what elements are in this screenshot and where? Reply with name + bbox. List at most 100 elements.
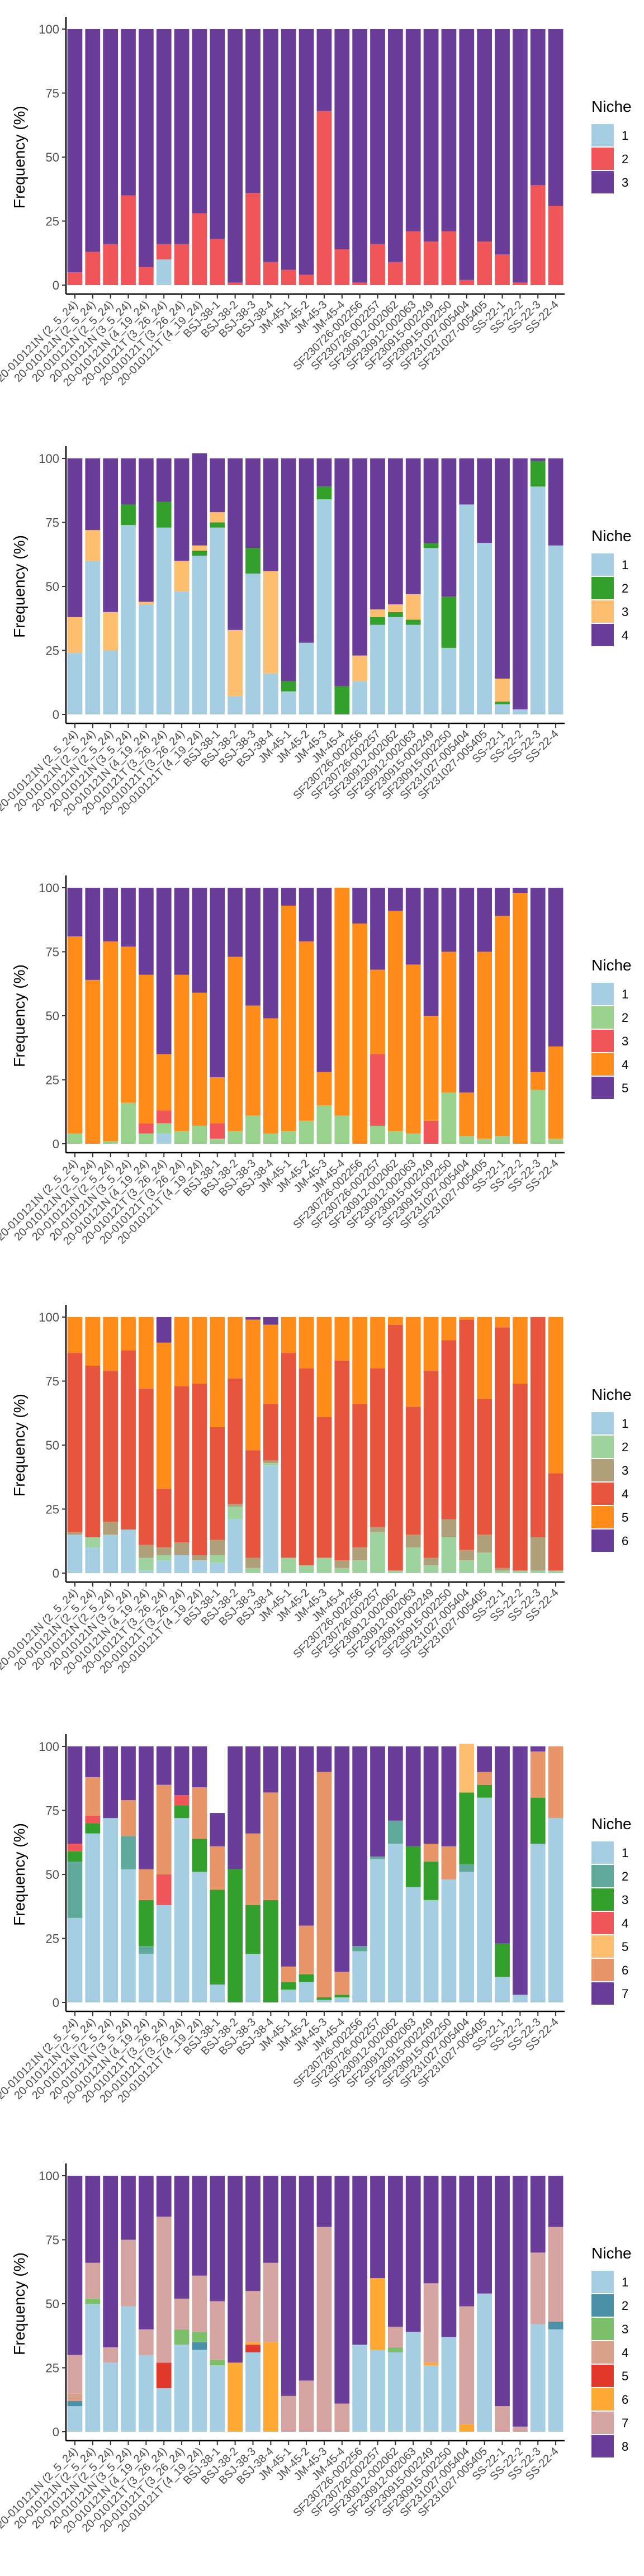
legend-label: 6 <box>622 2393 628 2407</box>
bar-segment-niche-4 <box>316 1072 332 1106</box>
bar-segment-niche-4 <box>245 458 261 548</box>
legend-title: Niche <box>591 527 632 544</box>
bar-segment-niche-1 <box>530 486 546 714</box>
legend-label: 8 <box>622 2440 628 2454</box>
bar-segment-niche-3 <box>352 655 368 681</box>
bar-segment-niche-1 <box>370 1859 385 2002</box>
bar-segment-niche-3 <box>334 1995 350 1997</box>
bar-segment-niche-1 <box>370 2350 385 2432</box>
bar-segment-niche-3 <box>228 1504 243 1507</box>
bar-segment-niche-2 <box>316 111 332 285</box>
legend-key-niche-2 <box>591 577 614 599</box>
bar-segment-niche-3 <box>495 678 510 702</box>
bar-segment-niche-4 <box>67 1353 83 1532</box>
bar-segment-niche-2 <box>210 522 225 528</box>
bar-segment-niche-3 <box>530 1797 546 1844</box>
bar-segment-niche-3 <box>156 29 172 244</box>
y-tick-label: 100 <box>39 2169 59 2183</box>
bar-segment-niche-3 <box>352 29 368 283</box>
bar-segment-niche-8 <box>405 2176 421 2332</box>
bar-segment-niche-3 <box>423 29 439 242</box>
bar-segment-niche-4 <box>85 458 101 531</box>
bar-segment-niche-6 <box>245 1833 261 1905</box>
bars-group <box>67 888 564 1144</box>
bar-segment-niche-1 <box>316 499 332 714</box>
bar-segment-niche-4 <box>530 1072 546 1090</box>
bar-segment-niche-4 <box>85 1815 101 1824</box>
bar-segment-niche-7 <box>530 2252 546 2324</box>
legend-label: 3 <box>622 1034 628 1048</box>
bar-segment-niche-3 <box>174 1542 190 1555</box>
legend-label: 2 <box>622 581 628 595</box>
legend-label: 2 <box>622 1869 628 1883</box>
bar-segment-niche-8 <box>299 2176 314 2381</box>
bar-segment-niche-2 <box>121 1102 136 1144</box>
legend-key-niche-4 <box>591 1483 614 1505</box>
legend-key-niche-6 <box>591 2388 614 2411</box>
bar-segment-niche-4 <box>228 1378 243 1504</box>
bar-segment-niche-5 <box>121 1317 136 1351</box>
bar-segment-niche-1 <box>530 2324 546 2432</box>
bar-segment-niche-2 <box>281 269 296 285</box>
bar-segment-niche-2 <box>138 267 154 285</box>
bar-segment-niche-3 <box>441 1519 457 1537</box>
bar-segment-niche-1 <box>281 1990 296 2002</box>
bar-segment-niche-5 <box>316 1317 332 1417</box>
bar-segment-niche-8 <box>441 2176 457 2337</box>
bar-segment-niche-3 <box>210 1123 225 1139</box>
y-tick-label: 0 <box>53 2425 59 2439</box>
bar-segment-niche-3 <box>299 1974 314 1982</box>
bar-segment-niche-3 <box>334 29 350 249</box>
y-tick-label: 75 <box>46 87 59 101</box>
bar-segment-niche-3 <box>405 594 421 620</box>
legend-label: 7 <box>622 1987 628 2001</box>
legend-label: 1 <box>622 1417 628 1431</box>
bar-segment-niche-2 <box>281 1557 296 1573</box>
bar-segment-niche-1 <box>477 543 493 714</box>
legend-label: 2 <box>622 152 628 166</box>
bar-segment-niche-4 <box>387 911 403 1131</box>
legend-label: 3 <box>622 1464 628 1478</box>
bar-segment-niche-1 <box>121 1869 136 2002</box>
bar-segment-niche-3 <box>67 29 83 273</box>
bar-segment-niche-3 <box>370 1527 385 1532</box>
bar-segment-niche-3 <box>138 1123 154 1134</box>
bar-segment-niche-1 <box>459 504 475 714</box>
bar-segment-niche-2 <box>548 2322 564 2329</box>
legend-key-niche-5 <box>591 1506 614 1528</box>
bar-segment-niche-5 <box>459 1744 475 1793</box>
y-tick-label: 100 <box>39 1740 59 1754</box>
bar-segment-niche-4 <box>423 1371 439 1558</box>
bar-segment-niche-2 <box>281 1131 296 1144</box>
bar-segment-niche-7 <box>245 1746 261 1834</box>
bar-segment-niche-4 <box>103 941 119 1142</box>
bar-segment-niche-1 <box>210 527 225 714</box>
bar-segment-niche-2 <box>495 1136 510 1144</box>
bar-segment-niche-5 <box>441 1317 457 1341</box>
bar-segment-niche-2 <box>352 282 368 285</box>
bar-segment-niche-4 <box>121 1350 136 1530</box>
bar-segment-niche-1 <box>459 1872 475 2002</box>
legend-key-niche-7 <box>591 2412 614 2434</box>
bar-segment-niche-3 <box>387 604 403 612</box>
bar-segment-niche-7 <box>441 1746 457 1846</box>
legend-label: 1 <box>622 558 628 572</box>
bar-segment-niche-2 <box>370 1125 385 1144</box>
bar-segment-niche-5 <box>192 1317 207 1384</box>
bar-segment-niche-4 <box>192 1384 207 1555</box>
bar-segment-niche-7 <box>281 2395 296 2432</box>
bar-segment-niche-3 <box>156 1110 172 1124</box>
bar-segment-niche-3 <box>174 29 190 244</box>
bar-segment-niche-2 <box>192 2342 207 2350</box>
bar-segment-niche-1 <box>245 2352 261 2432</box>
bar-segment-niche-2 <box>370 244 385 285</box>
bar-segment-niche-1 <box>85 561 101 714</box>
bar-segment-niche-3 <box>210 1540 225 1555</box>
legend-label: 1 <box>622 1846 628 1860</box>
bar-segment-niche-1 <box>121 1530 136 1573</box>
bar-segment-niche-5 <box>281 888 296 906</box>
bar-segment-niche-3 <box>228 1869 243 2002</box>
bar-segment-niche-3 <box>121 29 136 196</box>
bar-segment-niche-5 <box>245 1319 261 1451</box>
